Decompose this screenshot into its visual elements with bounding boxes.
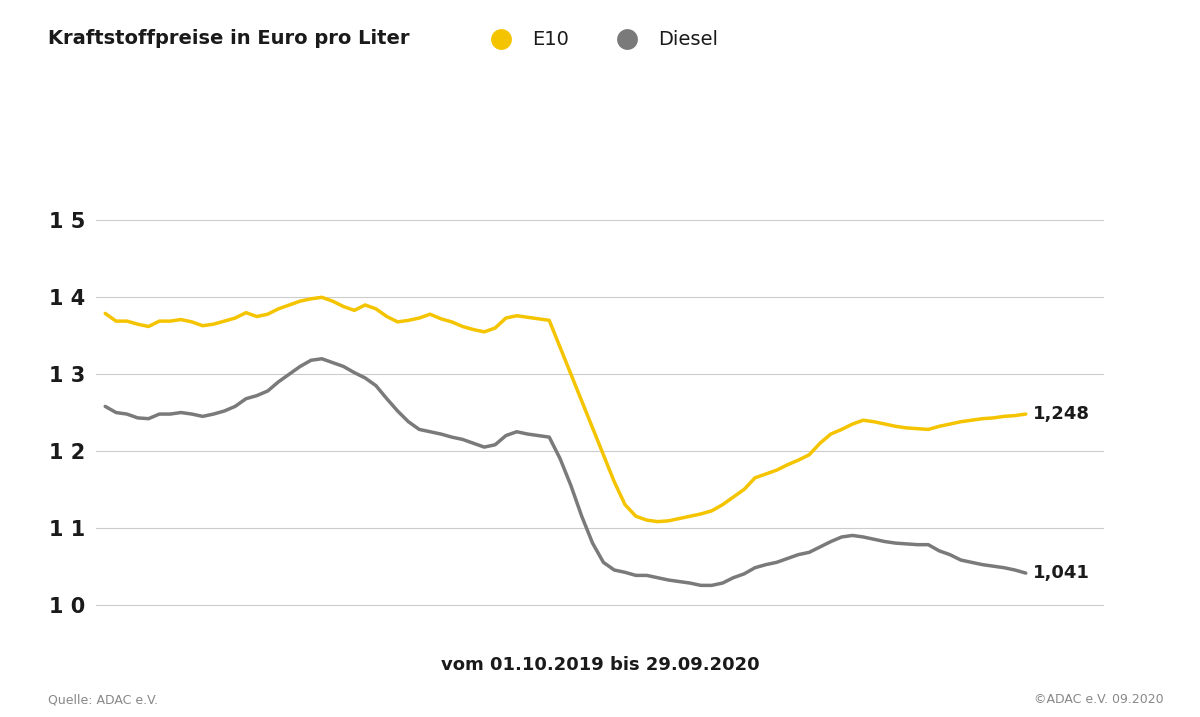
Legend: E10, Diesel: E10, Diesel — [474, 23, 726, 57]
Text: 1,041: 1,041 — [1033, 564, 1090, 582]
Text: Kraftstoffpreise in Euro pro Liter: Kraftstoffpreise in Euro pro Liter — [48, 29, 409, 47]
Text: Quelle: ADAC e.V.: Quelle: ADAC e.V. — [48, 693, 158, 706]
Text: 1,248: 1,248 — [1033, 405, 1090, 423]
Text: vom 01.10.2019 bis 29.09.2020: vom 01.10.2019 bis 29.09.2020 — [440, 656, 760, 674]
Text: ©ADAC e.V. 09.2020: ©ADAC e.V. 09.2020 — [1034, 693, 1164, 706]
